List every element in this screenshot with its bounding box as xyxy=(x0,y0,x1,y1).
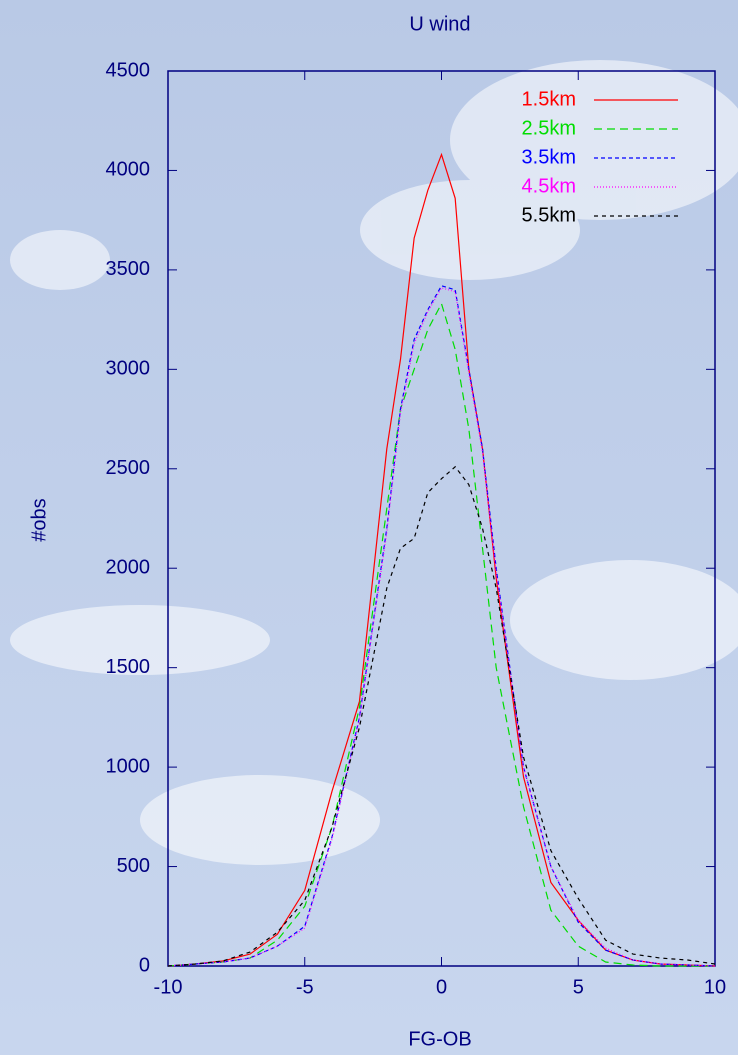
y-tick-label: 0 xyxy=(139,954,150,976)
y-axis-label: #obs xyxy=(28,498,50,541)
x-tick-label: 5 xyxy=(573,976,584,998)
y-tick-label: 1500 xyxy=(106,656,151,678)
x-tick-label: -10 xyxy=(154,976,183,998)
y-tick-label: 3500 xyxy=(106,258,151,280)
y-tick-label: 2000 xyxy=(106,557,151,579)
y-tick-label: 2500 xyxy=(106,457,151,479)
legend-label: 1.5km xyxy=(522,88,576,110)
y-tick-label: 3000 xyxy=(106,358,151,380)
x-tick-label: 0 xyxy=(436,976,447,998)
chart: U wind FG-OB #obs 0 500 1000 1500 2000 2500 30… xyxy=(0,0,738,1055)
x-tick-label: 10 xyxy=(704,976,726,998)
legend-label: 2.5km xyxy=(522,117,576,139)
y-tick-label: 1000 xyxy=(106,755,151,777)
x-axis-label: FG-OB xyxy=(408,1028,471,1050)
y-tick-label: 500 xyxy=(117,855,150,877)
y-tick-label: 4000 xyxy=(106,159,151,181)
x-tick-label: -5 xyxy=(296,976,314,998)
y-tick-label: 4500 xyxy=(106,59,151,81)
chart-title: U wind xyxy=(409,13,470,35)
legend-label: 5.5km xyxy=(522,204,576,226)
page: {"chart_data": {"type": "line", "title":… xyxy=(0,0,738,1055)
legend-label: 3.5km xyxy=(522,146,576,168)
legend-label: 4.5km xyxy=(522,175,576,197)
